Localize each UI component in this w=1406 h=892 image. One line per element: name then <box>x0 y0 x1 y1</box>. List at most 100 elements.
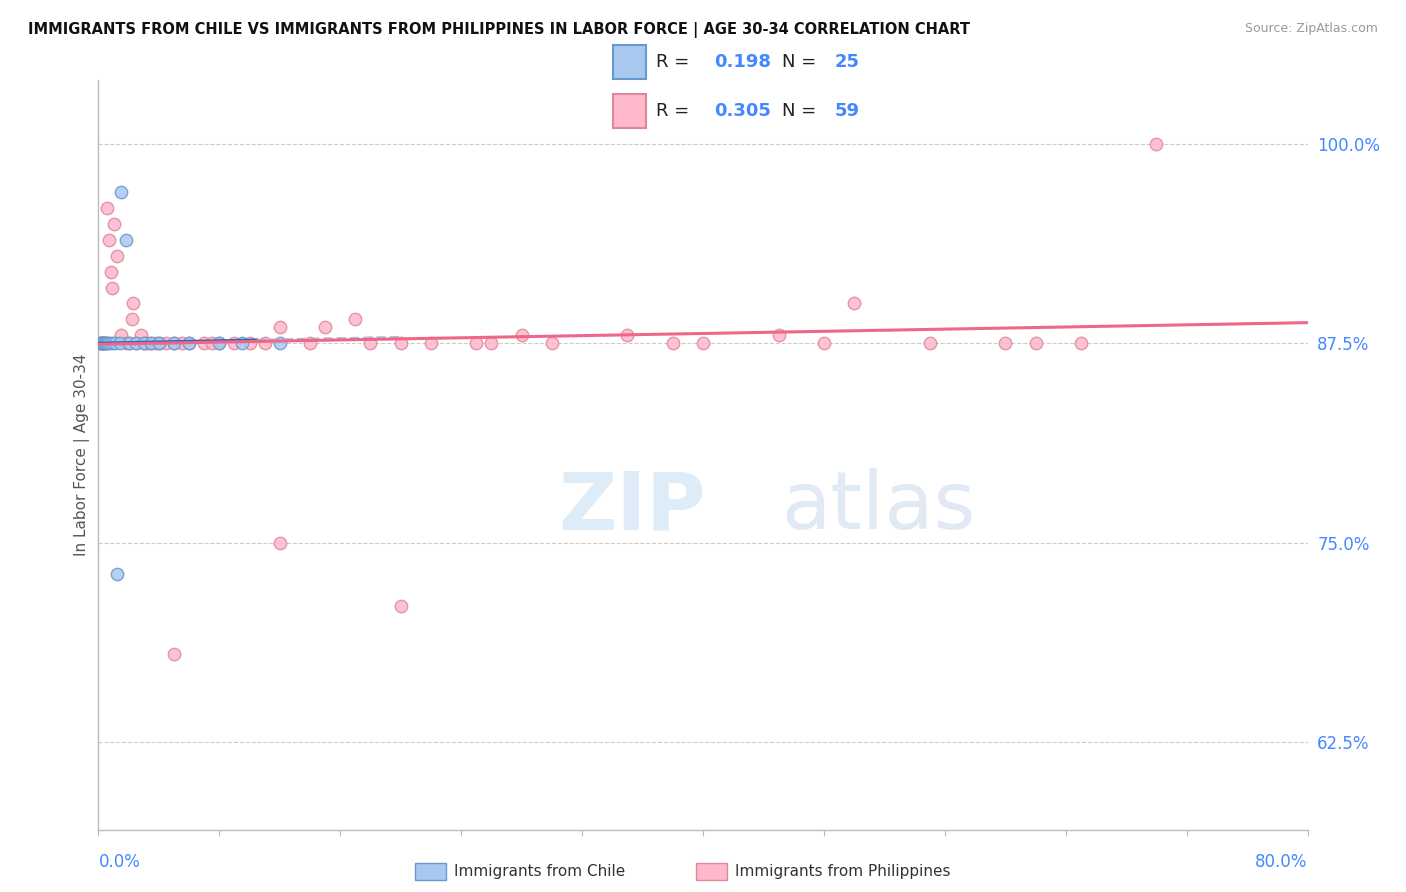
Point <box>1070 336 1092 351</box>
Point <box>148 336 170 351</box>
Y-axis label: In Labor Force | Age 30-34: In Labor Force | Age 30-34 <box>75 353 90 557</box>
Point <box>93 336 115 351</box>
Point <box>314 320 336 334</box>
Point <box>114 336 136 351</box>
Point <box>101 280 124 294</box>
Point <box>94 336 117 351</box>
Point <box>170 336 193 351</box>
Point <box>93 336 115 351</box>
Point <box>918 336 941 351</box>
Text: ZIP: ZIP <box>558 468 706 547</box>
Point <box>89 336 111 351</box>
Point <box>994 336 1017 351</box>
Point <box>90 336 112 351</box>
Point <box>141 336 163 351</box>
Point <box>201 336 224 351</box>
Point <box>269 336 291 351</box>
Point <box>179 336 201 351</box>
Point <box>768 328 790 343</box>
Text: Immigrants from Chile: Immigrants from Chile <box>454 864 626 879</box>
Point <box>105 567 128 582</box>
Point <box>360 336 382 351</box>
Point <box>96 201 118 215</box>
Point <box>224 336 246 351</box>
Text: N =: N = <box>782 102 821 120</box>
Point <box>118 336 141 351</box>
Point <box>344 312 367 326</box>
Point <box>105 249 128 263</box>
Point <box>208 336 231 351</box>
Text: N =: N = <box>782 53 821 70</box>
FancyBboxPatch shape <box>613 95 645 128</box>
Point <box>121 312 143 326</box>
Point <box>90 336 112 351</box>
Text: 80.0%: 80.0% <box>1256 854 1308 871</box>
Point <box>90 336 112 351</box>
Point <box>94 336 117 351</box>
Point <box>122 296 145 310</box>
Point <box>98 336 121 351</box>
Point <box>114 233 136 247</box>
Point <box>269 320 291 334</box>
Point <box>98 233 121 247</box>
Point <box>132 336 155 351</box>
Point <box>481 336 503 351</box>
Point <box>96 336 118 351</box>
Point <box>389 336 412 351</box>
Point <box>510 328 533 343</box>
Point <box>616 328 638 343</box>
Text: R =: R = <box>657 53 695 70</box>
Point <box>155 336 177 351</box>
Point <box>179 336 201 351</box>
Text: Immigrants from Philippines: Immigrants from Philippines <box>735 864 950 879</box>
Point <box>148 336 170 351</box>
Point <box>813 336 835 351</box>
Point <box>90 336 112 351</box>
Text: Source: ZipAtlas.com: Source: ZipAtlas.com <box>1244 22 1378 36</box>
Point <box>118 336 141 351</box>
Point <box>661 336 683 351</box>
Point <box>269 535 291 549</box>
Point <box>420 336 443 351</box>
Point <box>844 296 866 310</box>
Point <box>239 336 262 351</box>
Point <box>465 336 488 351</box>
Point <box>231 336 253 351</box>
Point <box>125 336 148 351</box>
Point <box>132 336 155 351</box>
Point <box>1146 136 1168 151</box>
Text: 0.305: 0.305 <box>714 102 770 120</box>
Text: IMMIGRANTS FROM CHILE VS IMMIGRANTS FROM PHILIPPINES IN LABOR FORCE | AGE 30-34 : IMMIGRANTS FROM CHILE VS IMMIGRANTS FROM… <box>28 22 970 38</box>
Text: 59: 59 <box>835 102 860 120</box>
Text: 0.198: 0.198 <box>714 53 770 70</box>
Point <box>93 336 115 351</box>
Point <box>100 264 122 278</box>
Point <box>91 336 114 351</box>
Point <box>110 328 132 343</box>
Point <box>163 647 186 661</box>
Point <box>129 328 152 343</box>
Point <box>141 336 163 351</box>
Text: 25: 25 <box>835 53 860 70</box>
Point <box>104 336 127 351</box>
Point <box>125 336 148 351</box>
Point <box>91 336 114 351</box>
Point <box>163 336 186 351</box>
Point <box>193 336 215 351</box>
Point <box>91 336 114 351</box>
Point <box>540 336 562 351</box>
Point <box>110 185 132 199</box>
Point <box>299 336 322 351</box>
Point <box>135 336 157 351</box>
Text: R =: R = <box>657 102 695 120</box>
Text: 0.0%: 0.0% <box>98 854 141 871</box>
Text: atlas: atlas <box>782 468 976 547</box>
Point <box>208 336 231 351</box>
Point <box>163 336 186 351</box>
FancyBboxPatch shape <box>613 45 645 78</box>
Point <box>103 217 125 231</box>
Point <box>692 336 714 351</box>
Point <box>389 599 412 614</box>
Point <box>253 336 276 351</box>
Point <box>108 336 131 351</box>
